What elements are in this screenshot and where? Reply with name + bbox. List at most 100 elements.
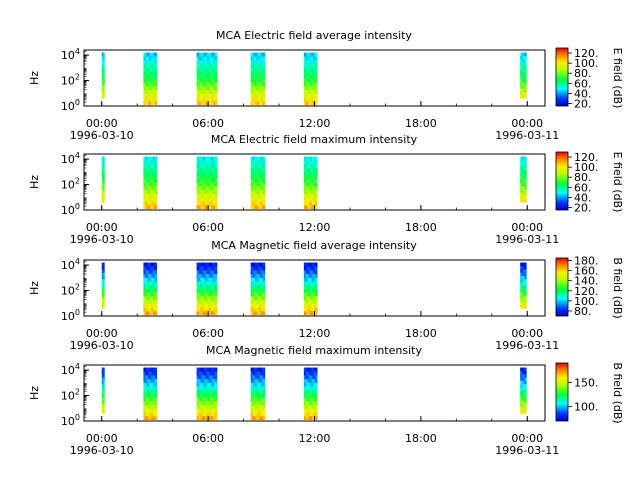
spectrogram-cell xyxy=(524,262,527,267)
spectrogram-cell xyxy=(250,160,253,165)
spectrogram-cell xyxy=(204,167,208,172)
spectrogram-cell xyxy=(204,296,208,301)
spectrogram-cell xyxy=(145,175,148,180)
spectrogram-cell xyxy=(254,82,258,87)
spectrogram-cell xyxy=(520,82,523,86)
spectrogram-cell xyxy=(103,377,105,381)
spectrogram-cell xyxy=(147,201,150,206)
spectrogram-cell xyxy=(200,281,204,286)
spectrogram-cell xyxy=(103,390,105,395)
spectrogram-cell xyxy=(214,299,218,304)
spectrogram-cell xyxy=(250,378,253,383)
spectrogram-cell xyxy=(206,262,210,267)
spectrogram-cell xyxy=(520,397,523,401)
spectrogram-cell xyxy=(196,164,199,169)
spectrogram-cell xyxy=(214,273,218,278)
spectrogram-cell xyxy=(143,281,146,286)
spectrogram-cell xyxy=(258,303,262,308)
spectrogram-cell xyxy=(252,201,256,206)
spectrogram-cell xyxy=(315,382,318,387)
spectrogram-cell xyxy=(250,284,253,289)
spectrogram-cell xyxy=(151,160,154,165)
spectrogram-cell xyxy=(520,166,523,170)
spectrogram-cell xyxy=(252,52,256,57)
spectrogram-cell xyxy=(196,71,199,76)
spectrogram-cell xyxy=(145,167,148,172)
spectrogram-cell xyxy=(206,273,210,278)
spectrogram-cell xyxy=(149,404,152,409)
spectrogram-cell xyxy=(204,86,208,91)
spectrogram-strip xyxy=(143,262,157,316)
spectrogram-cell xyxy=(202,408,206,413)
spectrogram-cell xyxy=(307,182,310,187)
spectrogram-cell xyxy=(145,277,148,282)
spectrogram-cell xyxy=(303,67,307,72)
spectrogram-cell xyxy=(214,171,218,176)
spectrogram-cell xyxy=(520,285,523,290)
spectrogram-cell xyxy=(212,197,216,202)
spectrogram-cell xyxy=(214,164,218,169)
spectrogram-cell xyxy=(151,281,154,286)
spectrogram-cell xyxy=(260,277,264,282)
spectrogram-cell xyxy=(204,156,208,161)
spectrogram-cell xyxy=(520,370,523,375)
spectrogram-cell xyxy=(309,167,312,172)
spectrogram-cell xyxy=(154,397,157,402)
spectrogram-cell xyxy=(154,262,157,267)
spectrogram-cell xyxy=(154,205,157,210)
spectrogram-cell xyxy=(307,307,310,312)
spectrogram-cell xyxy=(262,182,266,187)
spectrogram-cell xyxy=(520,390,523,395)
spectrogram-cell xyxy=(252,101,256,106)
spectrogram-cell xyxy=(208,303,212,308)
spectrogram-cell xyxy=(198,175,201,180)
spectrogram-cell xyxy=(252,197,256,202)
spectrogram-cell xyxy=(204,193,208,198)
spectrogram-cell xyxy=(311,89,314,94)
spectrogram-cell xyxy=(315,182,318,187)
spectrogram-cell xyxy=(212,266,216,271)
spectrogram-cell xyxy=(198,367,201,372)
spectrogram-cell xyxy=(256,375,260,380)
spectrogram-cell xyxy=(198,56,201,61)
spectrogram-cell xyxy=(103,55,105,60)
spectrogram-cell xyxy=(311,262,314,267)
spectrogram-cell xyxy=(258,397,262,402)
spectrogram-cell xyxy=(256,296,260,301)
spectrogram-cell xyxy=(307,52,310,57)
spectrogram-cell xyxy=(262,71,266,76)
spectrogram-cell xyxy=(198,412,201,417)
spectrogram-cell xyxy=(254,60,258,65)
spectrogram-cell xyxy=(214,67,218,72)
spectrogram-cell xyxy=(208,178,212,183)
spectrogram-cell xyxy=(262,74,266,79)
spectrogram-cell xyxy=(210,82,214,87)
spectrogram-cell xyxy=(313,82,316,87)
spectrogram-cell xyxy=(202,156,206,161)
spectrogram-cell xyxy=(103,292,105,296)
spectrogram-cell xyxy=(252,205,256,210)
spectrogram-cell xyxy=(103,199,105,203)
spectrogram-cell xyxy=(154,89,157,94)
spectrogram-cell xyxy=(206,404,210,409)
spectrogram-cell xyxy=(250,386,253,391)
spectrogram-cell xyxy=(524,285,527,290)
spectrogram-cell xyxy=(524,186,527,190)
spectrogram-cell xyxy=(101,410,104,414)
spectrogram-cell xyxy=(145,367,148,372)
spectrogram-cell xyxy=(309,60,312,65)
spectrogram-cell xyxy=(262,408,266,413)
spectrogram-cell xyxy=(307,296,310,301)
spectrogram-cell xyxy=(200,273,204,278)
spectrogram-cell xyxy=(154,178,157,183)
spectrogram-cell xyxy=(152,71,156,76)
spectrogram-cell xyxy=(208,389,212,394)
spectrogram-cell xyxy=(262,205,266,210)
spectrogram-cell xyxy=(311,292,314,297)
spectrogram-cell xyxy=(250,201,253,206)
spectrogram-cell xyxy=(260,197,264,202)
spectrogram-cell xyxy=(303,412,307,417)
spectrogram-cell xyxy=(145,63,148,68)
spectrogram-cell xyxy=(151,299,154,304)
spectrogram-cell xyxy=(524,265,527,270)
